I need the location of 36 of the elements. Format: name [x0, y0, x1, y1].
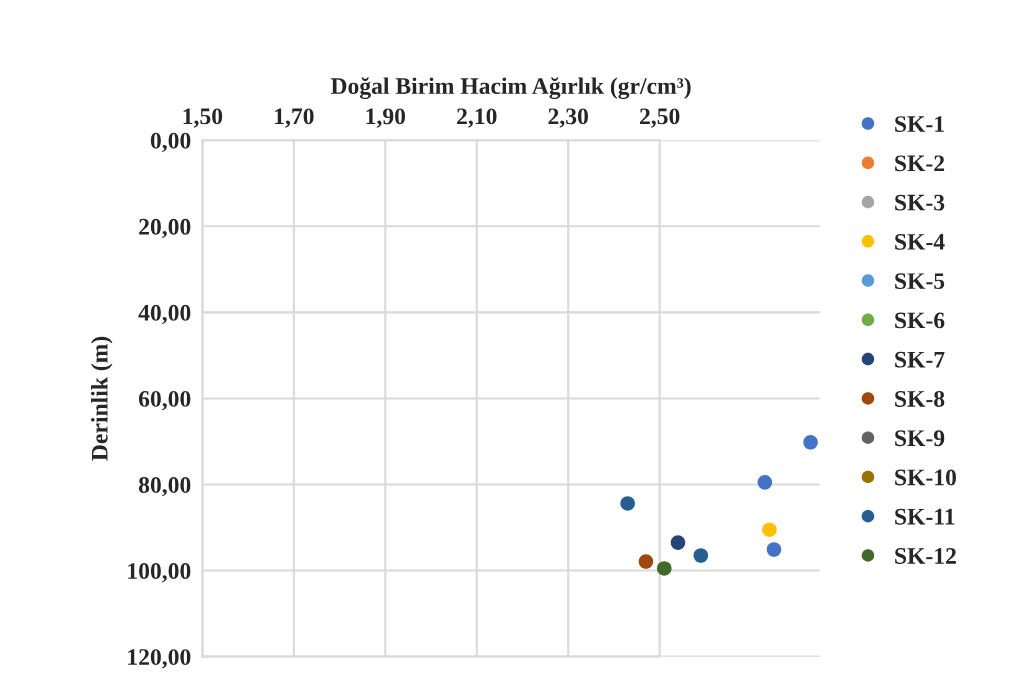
y-tick-label: 100,00 — [128, 563, 191, 583]
y-tick-label: 20,00 — [139, 218, 191, 239]
x-axis-title: Doğal Birim Hacim Ağırlık (gr/cm³) — [330, 77, 691, 100]
legend-label: SK-11 — [895, 508, 955, 525]
x-tick-label: 1,90 — [366, 108, 406, 128]
point — [693, 548, 709, 563]
y-tick-label: 0,00 — [150, 132, 191, 153]
legend-label: SK-8 — [895, 390, 945, 407]
point — [762, 522, 777, 537]
legend-label: SK-12 — [895, 548, 956, 564]
x-tick-label: 1,50 — [183, 108, 223, 128]
legend-label: SK-10 — [895, 469, 956, 486]
x-tick-label: 1,70 — [275, 108, 314, 128]
legend-label: SK-7 — [895, 351, 945, 368]
y-tick-label: 80,00 — [138, 476, 191, 497]
legend-label: SK-4 — [895, 233, 945, 250]
point — [670, 535, 686, 550]
y-axis-title: Derinlik (m) — [91, 336, 113, 461]
legend-label: SK-5 — [895, 273, 945, 290]
point — [638, 554, 654, 569]
y-tick-label: 60,00 — [138, 390, 191, 411]
legend-label: SK-6 — [895, 312, 945, 329]
legend-label: SK-1 — [895, 116, 944, 133]
x-tick-label: 2,10 — [457, 108, 497, 128]
legend-label: SK-9 — [895, 430, 945, 447]
legend-label: SK-3 — [895, 194, 945, 211]
x-tick-label: 2,50 — [640, 108, 680, 128]
point — [803, 435, 818, 450]
point — [766, 542, 782, 557]
legend-label: SK-2 — [895, 155, 945, 172]
y-tick-label: 120,00 — [128, 649, 191, 669]
point — [656, 561, 672, 576]
y-tick-label: 40,00 — [138, 304, 191, 325]
x-tick-label: 2,30 — [548, 108, 588, 128]
point — [620, 496, 635, 511]
point — [757, 475, 773, 490]
